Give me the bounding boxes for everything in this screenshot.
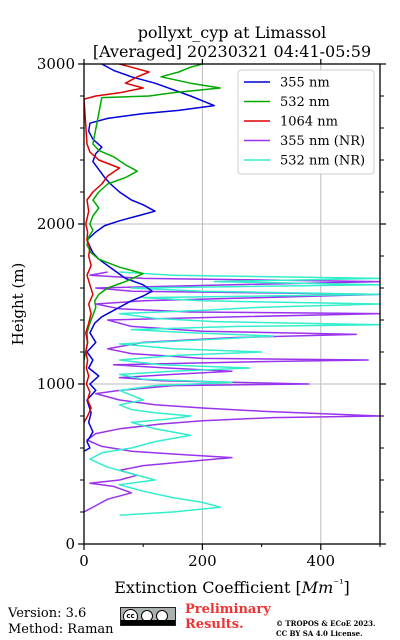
legend-label-3: 355 nm (NR) xyxy=(280,134,365,149)
cc-license-badge: cc xyxy=(120,607,176,626)
preliminary-line-2: Results. xyxy=(185,617,244,632)
legend-label-2: 1064 nm xyxy=(280,115,338,130)
series-clip-group xyxy=(84,64,380,516)
x-tick-label-2: 400 xyxy=(306,552,335,570)
copyright-credit: © TROPOS & ECoE 2023. CC BY SA 4.0 Licen… xyxy=(276,619,375,639)
series-line-1064-nm xyxy=(84,64,150,423)
method-text: Method: Raman xyxy=(8,622,114,637)
x-axis-label: Extinction Coefficient [Mm⁻¹] xyxy=(114,577,350,597)
chart-subtitle: [Averaged] 20230321 04:41-05:59 xyxy=(93,42,371,61)
x-tick-label-0: 0 xyxy=(79,552,89,570)
preliminary-line-1: Preliminary xyxy=(185,602,271,617)
y-tick-label-1: 1000 xyxy=(37,375,75,393)
y-axis-label: Height (m) xyxy=(9,263,27,346)
series-line-355-nm-nr- xyxy=(84,271,380,513)
y-tick-label-2: 2000 xyxy=(37,215,75,233)
legend-box xyxy=(237,69,375,175)
series-lines xyxy=(84,64,380,516)
y-tick-label-0: 0 xyxy=(65,535,75,553)
legend-label-4: 532 nm (NR) xyxy=(280,154,365,169)
preliminary-results-note: Preliminary Results. xyxy=(185,602,285,632)
plot-frame xyxy=(83,63,381,545)
x-tick-label-1: 200 xyxy=(188,552,217,570)
legend-label-1: 532 nm xyxy=(280,95,330,110)
series-line-532-nm-nr- xyxy=(89,271,380,516)
axis-ticks: 0 200 400 0 1000 2000 3000 xyxy=(37,55,386,570)
badge-strip xyxy=(121,620,175,625)
chart-title: pollyxt_cyp at Limassol xyxy=(138,23,327,42)
version-text: Version: 3.6 xyxy=(8,606,87,621)
legend-label-0: 355 nm xyxy=(280,76,330,91)
series-line-532-nm xyxy=(84,64,221,361)
extinction-profile-chart: 0 200 400 0 1000 2000 3000 pollyxt_cyp at Lima… xyxy=(9,23,386,597)
legend: 355 nm 532 nm 1064 nm 355 nm (NR) 532 nm (NR… xyxy=(237,69,375,175)
y-tick-label-3: 3000 xyxy=(37,55,75,73)
credit-line-2: CC BY SA 4.0 License. xyxy=(276,629,363,638)
credit-line-1: © TROPOS & ECoE 2023. xyxy=(276,619,376,628)
